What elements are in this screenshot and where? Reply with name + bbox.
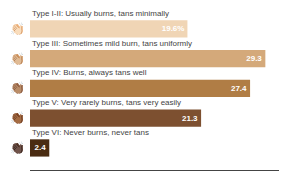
svg-text:Type I-II: Usually burns, tans: Type I-II: Usually burns, tans minimally	[32, 9, 169, 18]
svg-text:👏🏾: 👏🏾	[10, 111, 25, 125]
svg-text:Type IV: Burns, always tans we: Type IV: Burns, always tans well	[32, 68, 147, 77]
svg-text:Type VI: Never burns, never ta: Type VI: Never burns, never tans	[32, 128, 149, 137]
svg-text:27.4: 27.4	[231, 84, 247, 93]
svg-text:Type III: Sometimes mild burn,: Type III: Sometimes mild burn, tans unif…	[32, 39, 192, 48]
svg-text:👏🏼: 👏🏼	[10, 52, 25, 66]
svg-text:👏🏽: 👏🏽	[10, 81, 25, 95]
svg-text:👏🏻: 👏🏻	[10, 22, 25, 36]
svg-text:2.4: 2.4	[35, 143, 47, 152]
svg-text:19.6%: 19.6%	[162, 24, 185, 33]
svg-text:👏🏿: 👏🏿	[10, 141, 25, 155]
svg-text:21.3: 21.3	[182, 114, 198, 123]
svg-text:29.3: 29.3	[246, 54, 262, 63]
svg-text:Type V: Very rarely burns, tan: Type V: Very rarely burns, tans very eas…	[32, 98, 181, 107]
